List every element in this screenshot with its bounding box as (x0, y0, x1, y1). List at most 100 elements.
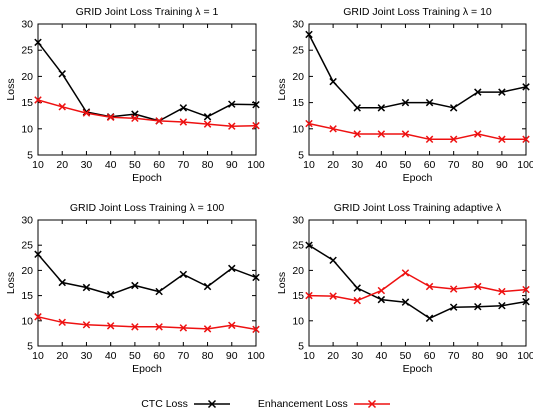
x-tick-label: 20 (327, 159, 339, 171)
data-point-ctc (131, 281, 139, 290)
x-tick-label: 60 (153, 350, 165, 362)
x-tick-label: 80 (202, 350, 214, 362)
plot-frame (308, 219, 527, 347)
data-point-ctc (58, 278, 66, 287)
data-point-enhancement (377, 286, 386, 295)
data-point-ctc (34, 38, 42, 47)
data-point-ctc (228, 264, 236, 273)
data-point-enhancement (131, 323, 139, 331)
data-point-enhancement (34, 313, 42, 321)
data-point-ctc (401, 98, 410, 107)
data-point-enhancement (34, 96, 42, 104)
data-point-ctc (377, 295, 386, 304)
x-tick-label: 50 (129, 350, 141, 362)
y-tick-label: 15 (292, 97, 304, 109)
x-tick-label: 90 (496, 350, 508, 362)
data-point-enhancement (498, 135, 506, 144)
x-tick-label: 100 (247, 159, 265, 171)
x-tick-label: 90 (226, 350, 238, 362)
y-axis-label: Loss (276, 78, 288, 100)
y-tick-label: 15 (292, 290, 304, 302)
data-point-ctc (329, 77, 337, 86)
data-point-enhancement (449, 135, 458, 144)
data-point-ctc (522, 83, 530, 91)
x-tick-label: 40 (105, 350, 117, 362)
plot-frame (308, 23, 527, 156)
series-line-ctc (37, 253, 257, 296)
x-tick-label: 100 (247, 350, 265, 362)
chart-panel-2: GRID Joint Loss Training λ = 10510152025… (276, 6, 533, 184)
legend-item-enhancement: Enhancement Loss (258, 398, 392, 410)
y-tick-label: 20 (21, 71, 33, 83)
data-point-enhancement (353, 296, 361, 305)
y-tick-label: 30 (21, 19, 33, 31)
x-tick-label: 60 (153, 159, 165, 171)
x-tick-label: 50 (400, 159, 412, 171)
x-tick-label: 80 (472, 159, 484, 171)
data-point-ctc (329, 256, 337, 265)
data-point-enhancement (131, 114, 139, 123)
data-point-ctc (522, 297, 530, 306)
y-tick-label: 25 (21, 45, 33, 57)
x-tick-label: 60 (424, 350, 436, 362)
y-tick-label: 25 (21, 240, 33, 252)
y-tick-label: 20 (21, 265, 33, 277)
x-tick-label: 70 (177, 159, 189, 171)
data-point-enhancement (228, 321, 236, 330)
data-point-ctc (305, 241, 313, 249)
data-point-enhancement (401, 130, 410, 138)
plot-frame (37, 219, 257, 347)
x-tick-label: 20 (56, 159, 68, 171)
data-point-ctc (179, 270, 188, 279)
data-point-ctc (82, 283, 91, 292)
data-point-ctc (425, 314, 434, 323)
x-tick-label: 10 (32, 159, 44, 171)
data-point-ctc (401, 298, 410, 306)
data-point-enhancement (179, 324, 188, 332)
data-point-ctc (377, 104, 386, 112)
series-line-ctc (308, 244, 527, 320)
y-axis-label: Loss (5, 78, 17, 100)
y-tick-label: 5 (27, 150, 33, 162)
x-tick-label: 40 (375, 350, 387, 362)
x-tick-label: 10 (303, 350, 315, 362)
data-point-enhancement (353, 130, 361, 138)
series-line-enhancement (37, 316, 257, 331)
y-tick-label: 15 (21, 97, 33, 109)
x-tick-label: 40 (375, 159, 387, 171)
data-point-ctc (34, 250, 42, 259)
legend-label-ctc: CTC Loss (141, 398, 188, 410)
x-tick-label: 90 (226, 159, 238, 171)
data-point-enhancement (155, 117, 163, 125)
x-tick-label: 30 (81, 159, 93, 171)
chart-title: GRID Joint Loss Training λ = 1 (76, 6, 219, 18)
data-point-enhancement (82, 321, 91, 329)
data-point-ctc (498, 88, 506, 96)
y-axis-label: Loss (5, 272, 17, 294)
y-tick-label: 5 (298, 341, 304, 353)
x-tick-label: 40 (105, 159, 117, 171)
data-point-enhancement (329, 125, 337, 133)
data-point-enhancement (498, 287, 506, 296)
data-point-ctc (228, 100, 236, 108)
x-tick-label: 90 (496, 159, 508, 171)
legend-swatch-enhancement (353, 399, 390, 409)
series-line-ctc (37, 41, 257, 122)
chart-panel-1: GRID Joint Loss Training λ = 1 510 15 20 25 3… (5, 6, 265, 184)
y-tick-label: 5 (27, 341, 33, 353)
x-tick-label: 50 (400, 350, 412, 362)
legend: CTC Loss Enhancement Loss (0, 393, 533, 415)
x-tick-label: 10 (303, 159, 315, 171)
data-point-enhancement (522, 285, 530, 294)
data-point-ctc (252, 273, 260, 282)
x-tick-label: 80 (202, 159, 214, 171)
data-point-enhancement (106, 113, 115, 122)
data-point-ctc (474, 88, 482, 96)
data-point-ctc (305, 30, 313, 39)
y-tick-label: 30 (292, 215, 304, 227)
data-point-enhancement (425, 282, 434, 291)
legend-item-ctc: CTC Loss (141, 398, 232, 410)
x-tick-label: 70 (448, 159, 460, 171)
series-line-ctc (308, 34, 527, 109)
